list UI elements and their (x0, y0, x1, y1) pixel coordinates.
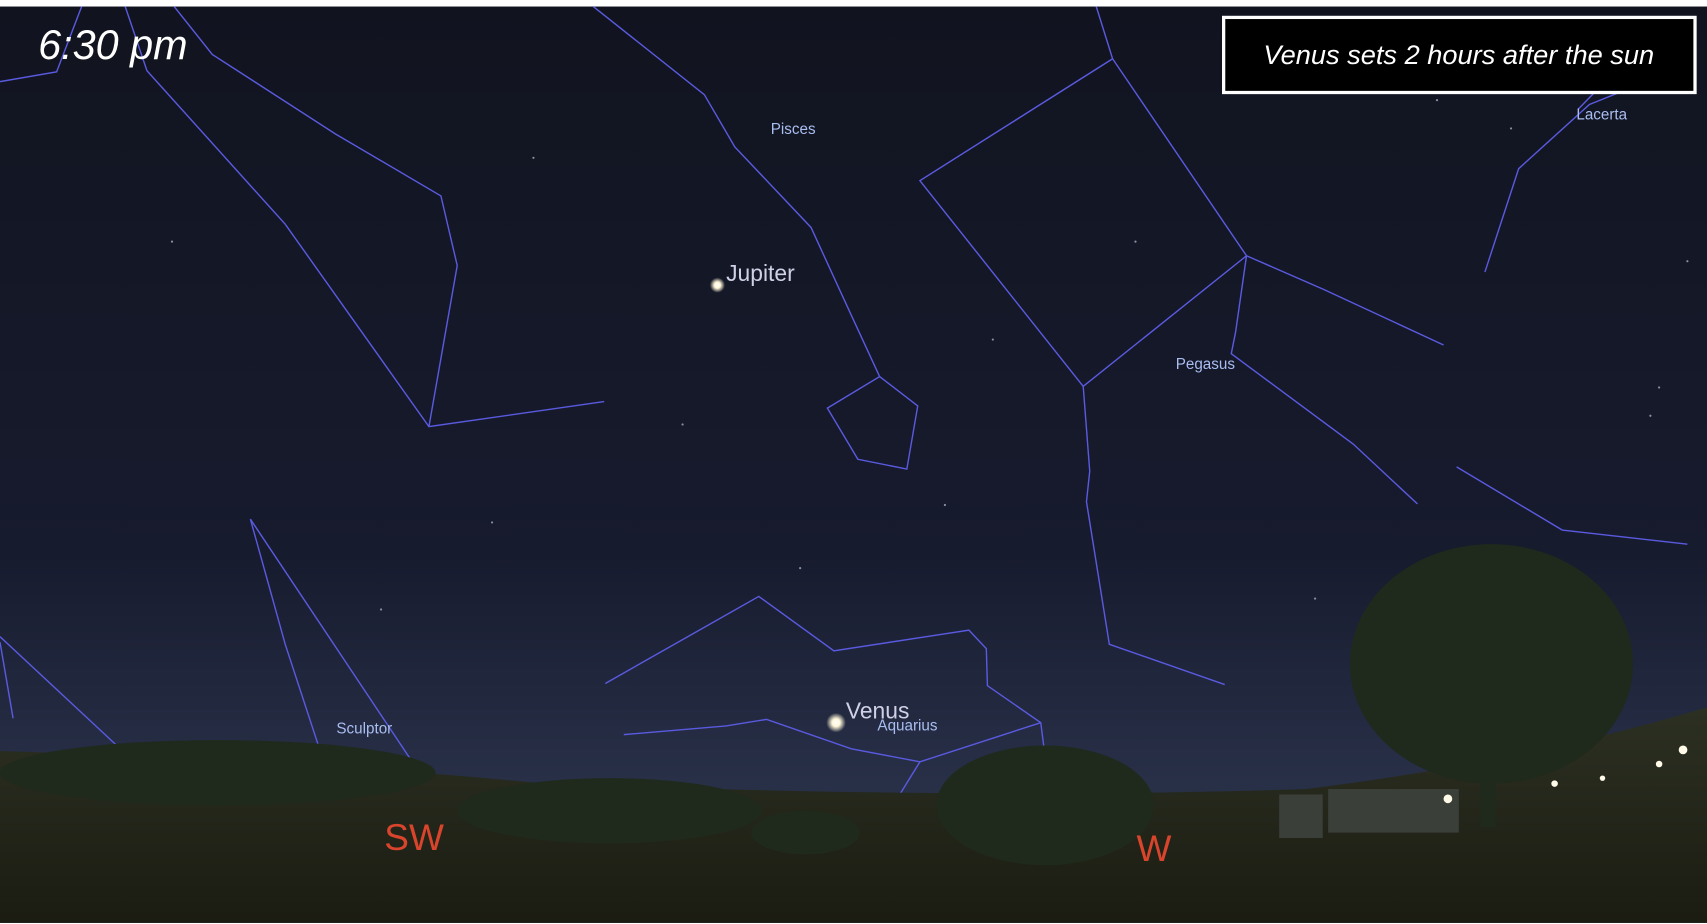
time-label: 6:30 pm (38, 22, 187, 68)
planet-label: Jupiter (726, 260, 795, 286)
jupiter-marker (710, 278, 725, 293)
venus-marker (826, 713, 846, 733)
planet-label: Venus (846, 697, 910, 723)
constellation-label: Pisces (771, 121, 816, 138)
caption: Venus sets 2 hours after the sun (1263, 39, 1654, 70)
sky-view: Pisces Pegasus Lacerta Sculptor Aquarius… (0, 0, 1707, 924)
constellation-label: Pegasus (1176, 356, 1236, 373)
constellation-label: Lacerta (1576, 107, 1627, 124)
page: Pisces Pegasus Lacerta Sculptor Aquarius… (0, 0, 1707, 924)
compass-label: SW (384, 817, 444, 858)
compass-label: W (1137, 828, 1172, 869)
constellation-label: Sculptor (336, 721, 392, 738)
buildings (1279, 789, 1459, 838)
